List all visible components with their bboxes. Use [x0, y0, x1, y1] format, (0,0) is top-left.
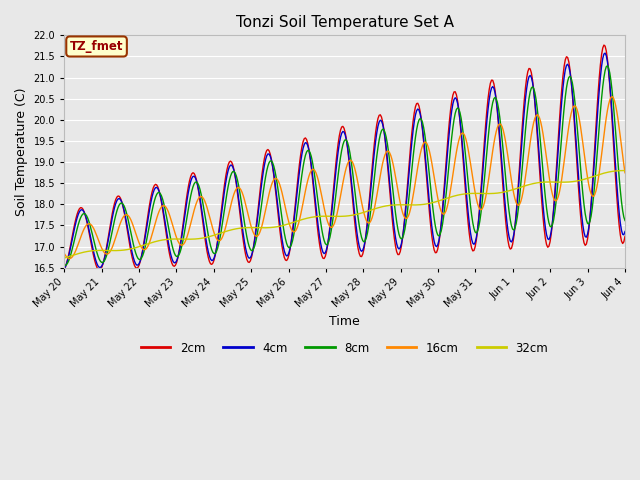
Text: TZ_fmet: TZ_fmet — [70, 40, 124, 53]
32cm — [621, 168, 629, 173]
32cm — [401, 202, 409, 208]
2cm — [236, 210, 244, 216]
16cm — [402, 216, 410, 222]
Line: 16cm: 16cm — [64, 96, 625, 259]
Legend: 2cm, 4cm, 8cm, 16cm, 32cm: 2cm, 4cm, 8cm, 16cm, 32cm — [136, 337, 553, 360]
8cm — [236, 190, 244, 195]
Line: 4cm: 4cm — [64, 53, 625, 269]
2cm — [402, 199, 410, 205]
4cm — [235, 196, 243, 202]
4cm — [374, 123, 382, 129]
8cm — [402, 219, 410, 225]
32cm — [472, 191, 480, 196]
X-axis label: Time: Time — [329, 315, 360, 328]
8cm — [604, 63, 611, 69]
2cm — [298, 144, 306, 150]
16cm — [375, 179, 383, 185]
Line: 32cm: 32cm — [64, 170, 625, 258]
8cm — [60, 263, 68, 268]
4cm — [601, 50, 609, 56]
16cm — [571, 103, 579, 108]
8cm — [375, 137, 383, 143]
2cm — [95, 267, 103, 273]
2cm — [60, 267, 68, 273]
16cm — [621, 170, 629, 176]
Y-axis label: Soil Temperature (C): Soil Temperature (C) — [15, 87, 28, 216]
4cm — [472, 235, 480, 240]
8cm — [571, 97, 579, 103]
32cm — [570, 179, 577, 184]
4cm — [570, 103, 577, 108]
32cm — [60, 255, 68, 261]
8cm — [621, 217, 629, 223]
2cm — [375, 112, 383, 118]
Title: Tonzi Soil Temperature Set A: Tonzi Soil Temperature Set A — [236, 15, 454, 30]
2cm — [571, 125, 579, 131]
16cm — [474, 201, 481, 206]
4cm — [60, 266, 68, 272]
16cm — [236, 185, 244, 191]
32cm — [374, 205, 382, 211]
16cm — [65, 256, 73, 262]
16cm — [60, 251, 68, 256]
4cm — [621, 228, 629, 234]
16cm — [298, 206, 306, 212]
4cm — [401, 216, 409, 221]
4cm — [297, 159, 305, 165]
2cm — [621, 234, 629, 240]
8cm — [61, 263, 69, 268]
2cm — [600, 42, 608, 48]
32cm — [297, 217, 305, 223]
Line: 8cm: 8cm — [64, 66, 625, 265]
32cm — [235, 226, 243, 231]
8cm — [474, 228, 481, 234]
Line: 2cm: 2cm — [64, 45, 625, 270]
16cm — [608, 94, 616, 99]
2cm — [474, 228, 481, 234]
8cm — [298, 172, 306, 178]
